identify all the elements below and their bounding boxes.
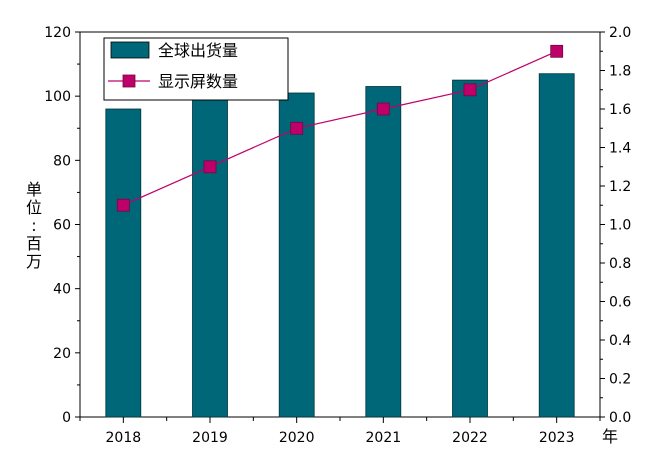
bar-2023: [538, 73, 575, 418]
y-left-tick-label: 60: [53, 218, 71, 234]
x-axis-unit-label: 年: [602, 427, 618, 446]
x-tick-label-2018: 2018: [106, 430, 142, 446]
y-right-tick-label: 0.2: [609, 372, 631, 388]
y-right-tick-label: 2.0: [609, 25, 631, 41]
line-point-2020: [290, 121, 304, 135]
axes-layer: 0 20 40 60 80 100 120 0.0 0.2 0.4 0.6 0.8 1.0 1.2 1.4 1…: [44, 25, 631, 446]
y-left-tick-label: 100: [44, 89, 71, 105]
y-left-axis-title: 单位:百万: [26, 180, 42, 271]
bar-2019: [192, 99, 228, 418]
bar-2021: [365, 86, 402, 418]
y-right-tick-label: 0.0: [609, 410, 631, 426]
line-point-2019: [203, 160, 217, 174]
x-tick-label-2021: 2021: [366, 430, 402, 446]
x-tick-label-2023: 2023: [539, 430, 575, 446]
y-right-tick-label: 1.8: [609, 64, 631, 80]
bar-2018: [105, 108, 142, 418]
legend-label-line: 显示屏数量: [158, 72, 238, 91]
line-point-2022: [463, 83, 477, 97]
y-right-tick-label: 1.2: [609, 179, 631, 195]
x-tick-label-2022: 2022: [452, 430, 488, 446]
bars-layer: [105, 73, 575, 418]
y-right-tick-label: 0.6: [609, 295, 631, 311]
y-left-tick-label: 80: [53, 153, 71, 169]
x-tick-label-2020: 2020: [279, 430, 315, 446]
y-right-tick-label: 1.4: [609, 141, 631, 157]
line-layer: [116, 44, 564, 212]
y-left-tick-label: 20: [53, 346, 71, 362]
legend-swatch-marker: [122, 74, 136, 88]
legend: 全球出货量 显示屏数量: [103, 37, 289, 101]
y-right-tick-label: 1.6: [609, 102, 631, 118]
bar-2020: [278, 92, 315, 418]
x-tick-label-2019: 2019: [192, 430, 228, 446]
bar-2022: [452, 79, 488, 418]
line-point-2021: [376, 102, 390, 116]
legend-label-bar: 全球出货量: [158, 41, 238, 60]
y-right-tick-label: 0.8: [609, 256, 631, 272]
line-series-path: [123, 50, 557, 206]
line-point-2018: [116, 198, 130, 212]
y-right-tick-label: 1.0: [609, 218, 631, 234]
legend-swatch-bar: [110, 41, 150, 59]
y-left-tick-label: 0: [62, 410, 71, 426]
line-point-2023: [550, 44, 564, 58]
y-left-tick-label: 40: [53, 282, 71, 298]
y-left-tick-label: 120: [44, 25, 71, 41]
y-right-tick-label: 0.4: [609, 333, 631, 349]
